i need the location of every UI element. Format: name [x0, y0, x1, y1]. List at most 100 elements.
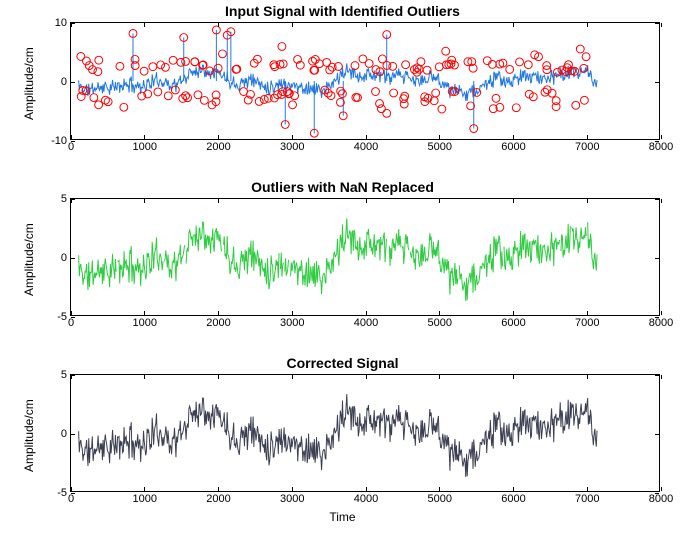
outlier-marker [323, 58, 331, 66]
panel-input-signal: -10010010002000300040005000600070008000 [70, 22, 660, 140]
xtick-label: 5000 [428, 315, 452, 329]
outlier-marker [200, 96, 208, 104]
outlier-marker [149, 63, 157, 71]
outlier-marker [383, 109, 391, 117]
outlier-marker [157, 61, 165, 69]
xtick-label: 5000 [428, 491, 452, 505]
xtick-label: 3000 [280, 139, 304, 153]
outlier-marker [102, 96, 110, 104]
outlier-marker [162, 63, 170, 71]
outlier-marker [95, 56, 103, 64]
outlier-marker [512, 104, 520, 112]
outlier-marker [255, 98, 263, 106]
xtick-label: 6000 [501, 491, 525, 505]
outlier-marker [94, 68, 102, 76]
outlier-marker [120, 103, 128, 111]
outlier-marker [580, 96, 588, 104]
ytick-label: 0 [61, 428, 71, 440]
outlier-marker [95, 101, 103, 109]
ytick-label: 5 [61, 193, 71, 205]
ytick-label: 0 [61, 76, 71, 88]
outlier-marker [219, 50, 227, 58]
xtick-label: 8000 [649, 315, 673, 329]
figure: Input Signal with Identified Outliers -1… [0, 0, 685, 542]
outlier-marker [576, 45, 584, 53]
xtick-label: 7000 [575, 491, 599, 505]
outlier-marker [354, 94, 362, 102]
ytick-label: 5 [61, 369, 71, 381]
ytick-label: 10 [55, 17, 71, 29]
panel-title-1: Input Signal with Identified Outliers [0, 3, 685, 19]
outlier-marker [359, 55, 367, 63]
outlier-marker [492, 94, 500, 102]
outlier-marker [377, 105, 385, 113]
xtick-label: 0 [68, 139, 74, 153]
outlier-marker [82, 57, 90, 65]
ylabel-3: Amplitude/cm [22, 399, 36, 472]
outlier-marker [582, 53, 590, 61]
xtick-label: 2000 [206, 315, 230, 329]
outlier-marker [140, 67, 148, 75]
outlier-marker [390, 89, 398, 97]
outlier-marker [164, 92, 172, 100]
xtick-label: 6000 [501, 139, 525, 153]
plot-input-signal [71, 23, 659, 139]
xtick-label: 7000 [575, 139, 599, 153]
outlier-marker [438, 105, 446, 113]
outlier-marker [338, 90, 346, 98]
xtick-label: 2000 [206, 139, 230, 153]
outlier-marker [572, 101, 580, 109]
outlier-marker [194, 91, 202, 99]
outlier-marker [240, 88, 248, 96]
outlier-marker [169, 56, 177, 64]
xtick-label: 6000 [501, 315, 525, 329]
outlier-marker [402, 61, 410, 69]
outlier-marker [154, 88, 162, 96]
ylabel-1: Amplitude/cm [22, 47, 36, 120]
outlier-marker [77, 52, 85, 60]
xtick-label: 4000 [354, 139, 378, 153]
panel-title-3: Corrected Signal [0, 355, 685, 371]
series-line [79, 218, 597, 301]
xtick-label: 0 [68, 491, 74, 505]
xtick-label: 8000 [649, 139, 673, 153]
outlier-marker [191, 58, 199, 66]
outlier-marker [435, 63, 443, 71]
xtick-label: 1000 [133, 491, 157, 505]
outlier-marker [432, 89, 440, 97]
outlier-marker [524, 61, 532, 69]
outlier-marker [516, 58, 524, 66]
xtick-label: 3000 [280, 315, 304, 329]
panel-nan-replaced: -505010002000300040005000600070008000 [70, 198, 660, 316]
panel-corrected: -505010002000300040005000600070008000 [70, 374, 660, 492]
outlier-marker [376, 100, 384, 108]
outlier-marker [541, 88, 549, 96]
outlier-marker [278, 43, 286, 51]
outlier-marker [442, 47, 450, 55]
outlier-marker [506, 65, 514, 73]
xtick-label: 3000 [280, 491, 304, 505]
outlier-marker [552, 103, 560, 111]
series-line [79, 394, 597, 477]
outlier-marker [401, 92, 409, 100]
outlier-marker [289, 101, 297, 109]
outlier-marker [116, 62, 124, 70]
ylabel-2: Amplitude/cm [22, 223, 36, 296]
panel-title-2: Outliers with NaN Replaced [0, 179, 685, 195]
outlier-marker [352, 93, 360, 101]
xtick-label: 8000 [649, 491, 673, 505]
xtick-label: 1000 [133, 315, 157, 329]
xtick-label: 2000 [206, 491, 230, 505]
outlier-marker [417, 58, 425, 66]
plot-nan-replaced [71, 199, 659, 315]
xtick-label: 4000 [354, 315, 378, 329]
plot-corrected [71, 375, 659, 491]
ytick-label: 0 [61, 252, 71, 264]
outlier-marker [351, 62, 359, 70]
outlier-marker [372, 88, 380, 96]
xtick-label: 1000 [133, 139, 157, 153]
xlabel: Time [0, 510, 685, 524]
xtick-label: 7000 [575, 315, 599, 329]
xtick-label: 0 [68, 315, 74, 329]
xtick-label: 4000 [354, 491, 378, 505]
